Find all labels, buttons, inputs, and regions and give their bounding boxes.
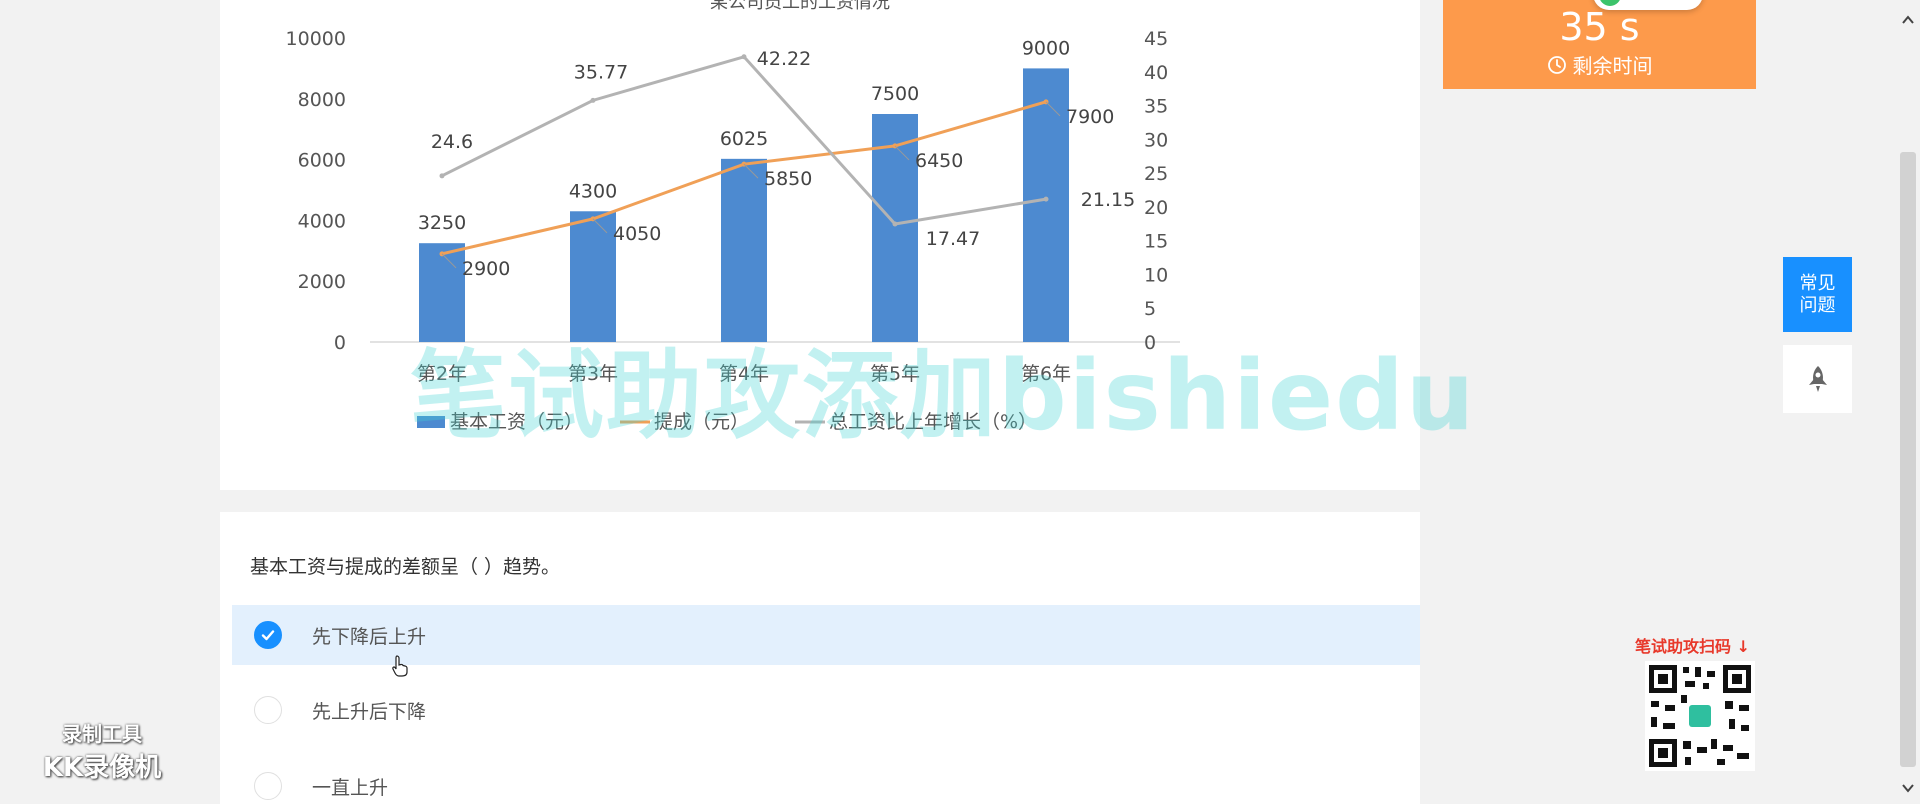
radio-icon[interactable] — [254, 696, 282, 724]
y-right-tick-label: 45 — [1144, 28, 1168, 50]
commission-data-label: 6450 — [915, 150, 963, 172]
commission-data-label: 2900 — [462, 258, 510, 280]
y-right-tick-label: 30 — [1144, 129, 1168, 151]
option-label: 先上升后下降 — [312, 700, 427, 723]
growth-data-label: 35.77 — [574, 61, 628, 83]
chart-card: 某公司员工的工资情况 0 2000 4000 6000 8000 10000 0 5 10 15… — [220, 0, 1420, 490]
legend-label: 基本工资（元） — [450, 411, 583, 433]
y-right-tick-label: 5 — [1144, 298, 1156, 320]
growth-point — [741, 54, 747, 60]
option-b[interactable]: 先上升后下降 — [232, 680, 1420, 740]
x-tick-label: 第3年 — [568, 363, 618, 385]
question-text: 基本工资与提成的差额呈（ ）趋势。 — [250, 556, 561, 578]
option-label: 先下降后上升 — [312, 625, 427, 648]
y-right-tick-label: 25 — [1144, 163, 1168, 185]
commission-leader — [1045, 101, 1061, 117]
timer-value: 35 s — [1559, 5, 1640, 49]
qr-code-icon — [1645, 661, 1755, 771]
commission-leader — [894, 145, 910, 161]
y-right-tick-label: 20 — [1144, 197, 1168, 219]
back-to-top-button[interactable] — [1783, 345, 1852, 413]
x-tick-label: 第6年 — [1021, 363, 1071, 385]
commission-leader — [441, 253, 457, 269]
bar — [419, 243, 465, 342]
scroll-up-icon[interactable] — [1900, 12, 1916, 28]
commission-leader — [592, 218, 608, 234]
status-dot-icon — [1599, 0, 1621, 6]
scroll-down-icon[interactable] — [1900, 780, 1916, 796]
bar — [721, 158, 767, 342]
growth-data-label: 21.15 — [1081, 189, 1135, 211]
bar-data-label: 7500 — [871, 83, 919, 105]
salary-chart: 某公司员工的工资情况 0 2000 4000 6000 8000 10000 0 5 10 15… — [286, 0, 1180, 433]
recorder-line1: 录制工具 — [62, 722, 142, 746]
radio-icon[interactable] — [254, 772, 282, 800]
growth-data-label: 17.47 — [926, 228, 980, 250]
commission-data-label: 5850 — [764, 168, 812, 190]
option-a[interactable]: 先下降后上升 — [232, 605, 1420, 665]
bar-data-label: 3250 — [418, 212, 466, 234]
timer-label: 剩余时间 — [1572, 54, 1653, 78]
commission-data-label: 7900 — [1066, 106, 1114, 128]
chart-title: 某公司员工的工资情况 — [710, 0, 890, 13]
x-tick-label: 第2年 — [417, 363, 467, 385]
growth-point — [1043, 196, 1049, 202]
bar-data-label: 9000 — [1022, 37, 1070, 59]
question-card: 基本工资与提成的差额呈（ ）趋势。 先下降后上升 先上升后下降 一直上升 — [220, 512, 1420, 804]
y-left-tick-label: 10000 — [286, 28, 346, 50]
recorder-line2: KK录像机 — [42, 753, 162, 783]
growth-point — [590, 97, 596, 103]
recorder-badge: 录制工具 KK录像机 — [32, 718, 172, 784]
y-left-tick-label: 4000 — [298, 210, 346, 232]
y-right-tick-label: 10 — [1144, 264, 1168, 286]
bar — [872, 114, 918, 342]
commission-leader — [743, 163, 759, 179]
qr-promo-label: 笔试助攻扫码 ↓ — [1635, 637, 1750, 656]
y-right-tick-label: 40 — [1144, 62, 1168, 84]
bar-data-label: 6025 — [720, 128, 768, 150]
y-right-tick-label: 35 — [1144, 96, 1168, 118]
growth-data-label: 42.22 — [757, 48, 811, 70]
legend-swatch-bar — [417, 416, 445, 428]
checked-radio-icon[interactable] — [254, 621, 282, 649]
bar-data-label: 4300 — [569, 180, 617, 202]
bar — [1023, 68, 1069, 343]
growth-point — [892, 221, 898, 227]
legend-label: 总工资比上年增长（%） — [829, 411, 1037, 433]
timer-label-row: 剩余时间 — [1443, 50, 1756, 79]
y-left-tick-label: 8000 — [298, 89, 346, 111]
y-right-tick-label: 0 — [1144, 332, 1156, 354]
page-scrollbar[interactable] — [1896, 0, 1920, 804]
scrollbar-thumb[interactable] — [1900, 152, 1916, 767]
bar — [570, 211, 616, 342]
commission-data-label: 4050 — [613, 223, 661, 245]
faq-button[interactable]: 常见 问题 — [1783, 257, 1852, 332]
rocket-icon — [1808, 366, 1827, 392]
hand-cursor-icon — [392, 655, 408, 677]
option-label: 一直上升 — [312, 776, 389, 799]
y-left-tick-label: 2000 — [298, 271, 346, 293]
x-tick-label: 第4年 — [719, 363, 769, 385]
y-right-tick-label: 15 — [1144, 231, 1168, 253]
status-bubble — [1593, 0, 1703, 10]
legend-label: 提成（元） — [654, 411, 749, 433]
countdown-timer: 35 s 剩余时间 — [1443, 0, 1756, 89]
growth-point — [439, 173, 445, 179]
growth-data-label: 24.6 — [431, 131, 473, 153]
y-left-tick-label: 6000 — [298, 150, 346, 172]
option-c[interactable]: 一直上升 — [232, 756, 1420, 804]
y-left-tick-label: 0 — [334, 332, 346, 354]
clock-icon — [1547, 55, 1566, 74]
x-tick-label: 第5年 — [870, 363, 920, 385]
